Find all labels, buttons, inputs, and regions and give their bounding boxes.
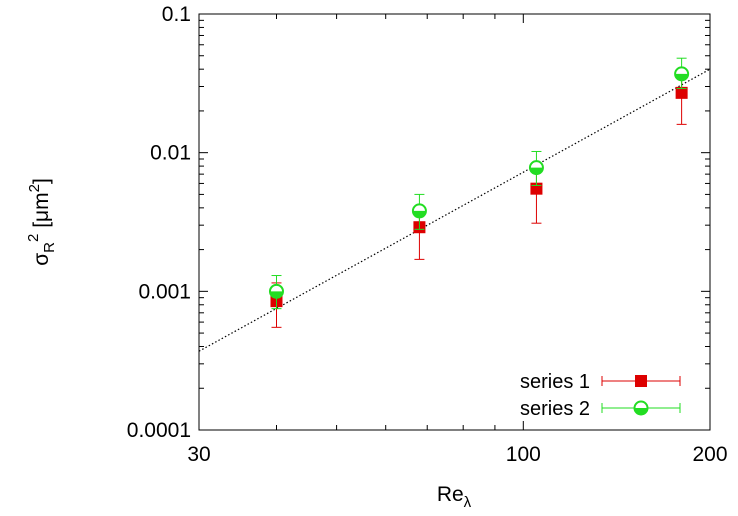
legend-marker	[633, 400, 649, 416]
legend-label-series-2: series 2	[520, 398, 590, 420]
series-1	[270, 76, 688, 328]
y-tick-label: 0.01	[150, 142, 191, 165]
legend-label-series-1: series 1	[520, 371, 590, 393]
y-tick-label: 0.1	[162, 3, 191, 26]
legend-entry-series-2: series 2	[520, 398, 681, 420]
legend: series 1 series 2	[520, 371, 681, 420]
fit-line	[198, 68, 711, 352]
x-tick-label: 200	[692, 443, 727, 466]
data-point-fill	[269, 291, 283, 298]
data-point	[411, 203, 427, 219]
plot-layer	[198, 57, 711, 352]
data-point	[675, 86, 688, 99]
data-point	[674, 66, 690, 82]
data-point	[268, 283, 284, 299]
ticks-layer: 0.0001 0.001 0.01 0.1 30 100 200	[127, 3, 728, 466]
x-tick-label: 100	[506, 443, 541, 466]
x-tick-label: 30	[187, 443, 210, 466]
data-point-fill	[529, 167, 543, 175]
data-point-fill	[675, 73, 689, 81]
series-2	[268, 57, 690, 310]
data-point-fill	[412, 210, 426, 218]
y-tick-label: 0.0001	[127, 419, 191, 442]
legend-key-series-1	[601, 375, 681, 387]
legend-entry-series-1: series 1	[520, 371, 681, 393]
y-axis-label: σR2 [μm2]	[25, 178, 58, 266]
legend-marker	[635, 375, 647, 387]
legend-key-series-2	[601, 400, 681, 416]
y-tick-label: 0.001	[138, 280, 191, 303]
plot-frame	[198, 13, 711, 431]
x-axis-label: Reλ	[437, 483, 472, 511]
data-point	[528, 160, 544, 176]
legend-marker-fill	[634, 408, 648, 415]
